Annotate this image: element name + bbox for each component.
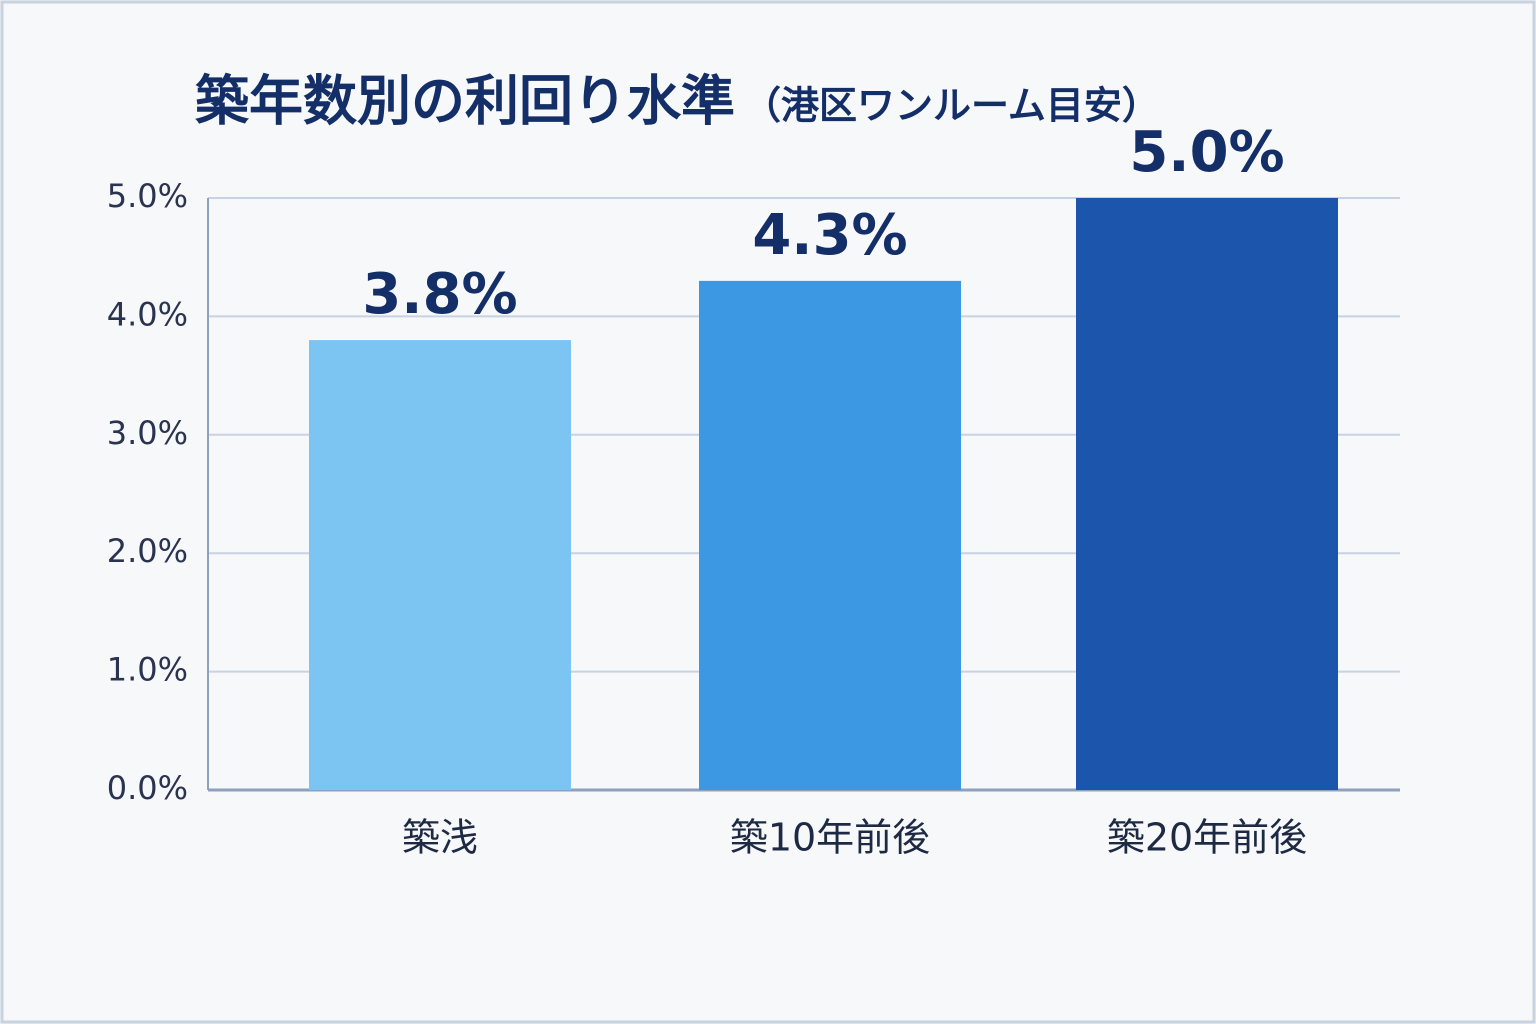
- y-tick-label: 3.0%: [107, 414, 188, 452]
- y-tick-label: 4.0%: [107, 295, 188, 333]
- x-tick-label: 築10年前後: [730, 816, 930, 860]
- bar: [699, 280, 961, 790]
- bar: [1076, 198, 1338, 790]
- y-tick-label: 1.0%: [107, 651, 188, 689]
- y-tick-label: 5.0%: [107, 177, 188, 215]
- value-label: 4.3%: [752, 203, 907, 268]
- value-label: 5.0%: [1129, 120, 1284, 185]
- x-tick-label: 築20年前後: [1107, 816, 1307, 860]
- chart-title: 築年数別の利回り水準: [195, 70, 735, 133]
- x-tick-label: 築浅: [402, 816, 478, 860]
- value-label: 3.8%: [362, 262, 517, 327]
- y-tick-label: 0.0%: [107, 769, 188, 807]
- y-tick-label: 2.0%: [107, 532, 188, 570]
- chart-subtitle: （港区ワンルーム目安）: [743, 84, 1160, 128]
- bar: [309, 340, 571, 790]
